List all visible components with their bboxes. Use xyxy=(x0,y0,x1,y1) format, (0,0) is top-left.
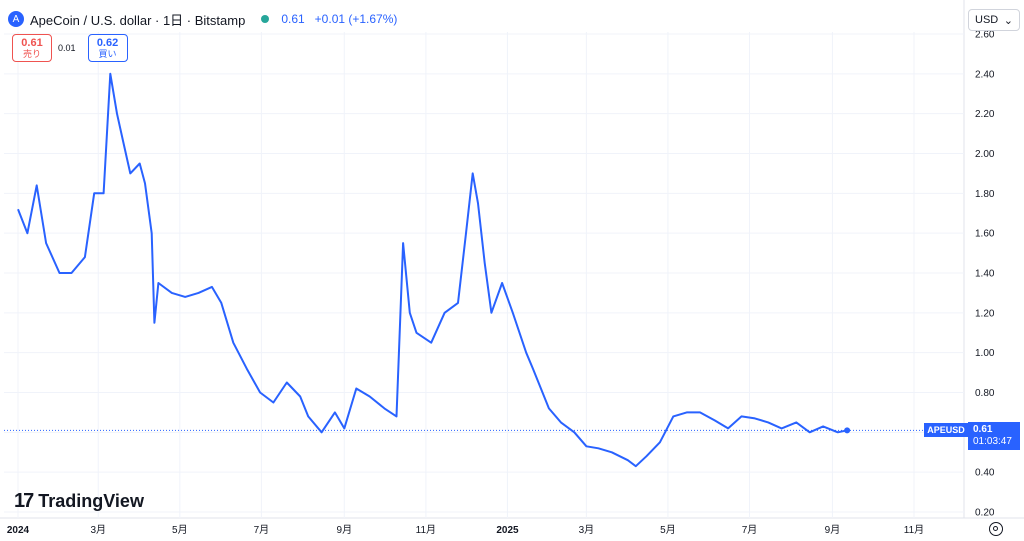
y-tick-label: 0.40 xyxy=(975,468,995,479)
x-tick-label: 11月 xyxy=(416,524,436,536)
chevron-down-icon: ⌄ xyxy=(1003,14,1013,27)
symbol-header: A ApeCoin / U.S. dollar · 1日 · Bitstamp … xyxy=(8,8,397,30)
tradingview-wordmark: TradingView xyxy=(38,491,144,511)
tradingview-mark-icon: 17 xyxy=(14,490,34,512)
last-price-dot xyxy=(844,427,851,434)
grid-lines xyxy=(0,0,1024,519)
y-tick-label: 1.00 xyxy=(975,348,995,359)
y-tick-label: 0.20 xyxy=(975,508,995,519)
sell-button[interactable]: 0.61 売り xyxy=(12,34,52,62)
x-tick-label: 2024 xyxy=(7,525,30,536)
x-tick-label: 5月 xyxy=(660,524,676,536)
x-tick-label: 7月 xyxy=(742,524,758,536)
apecoin-logo-icon: A xyxy=(8,11,24,27)
y-tick-label: 0.80 xyxy=(975,388,995,399)
x-tick-label: 9月 xyxy=(337,524,353,536)
last-price-label: 0.61 01:03:47 xyxy=(968,422,1020,451)
buy-price: 0.62 xyxy=(96,36,119,49)
y-tick-label: 2.40 xyxy=(975,69,995,80)
x-tick-label: 3月 xyxy=(90,524,106,536)
y-tick-label: 1.20 xyxy=(975,308,995,319)
x-tick-label: 3月 xyxy=(579,524,595,536)
spread-value: 0.01 xyxy=(58,43,76,53)
currency-select[interactable]: USD ⌄ xyxy=(968,9,1020,31)
price-axis[interactable]: 0.200.400.600.801.001.201.401.601.802.00… xyxy=(975,30,995,519)
market-status-icon xyxy=(261,15,270,23)
trade-panel: 0.61 売り 0.01 0.62 買い xyxy=(12,34,128,62)
x-tick-label: 5月 xyxy=(172,524,188,536)
sell-price: 0.61 xyxy=(21,36,43,49)
currency-value: USD xyxy=(975,14,999,26)
x-tick-label: 9月 xyxy=(825,524,841,536)
time-axis[interactable]: 2024 3月 5月 7月 9月 11月 2025 3月 5月 7月 9月 11月 xyxy=(7,524,924,536)
y-tick-label: 2.60 xyxy=(975,30,995,41)
gear-icon[interactable] xyxy=(989,522,1003,536)
x-tick-label: 2025 xyxy=(496,525,519,536)
price-change: +0.01 (+1.67%) xyxy=(314,12,398,26)
last-price: 0.61 xyxy=(281,12,305,26)
y-tick-label: 2.00 xyxy=(975,149,995,160)
buy-button[interactable]: 0.62 買い xyxy=(87,34,128,62)
price-series-line xyxy=(17,72,848,468)
symbol-price-tag: APEUSD xyxy=(924,423,968,438)
bar-countdown: 01:03:47 xyxy=(973,436,1012,448)
buy-label: 買い xyxy=(98,48,117,59)
y-tick-label: 1.80 xyxy=(975,189,995,200)
sell-label: 売り xyxy=(22,48,41,59)
y-tick-label: 1.40 xyxy=(975,269,995,280)
last-price-value: 0.61 xyxy=(973,424,993,436)
tradingview-logo[interactable]: 17 TradingView xyxy=(14,490,144,513)
x-tick-label: 7月 xyxy=(254,524,270,536)
x-tick-label: 11月 xyxy=(904,524,924,536)
symbol-tag-label: APEUSD xyxy=(927,425,965,436)
y-tick-label: 1.60 xyxy=(975,229,995,240)
y-tick-label: 2.20 xyxy=(975,109,995,120)
symbol-title[interactable]: ApeCoin / U.S. dollar · 1日 · Bitstamp xyxy=(30,12,246,28)
